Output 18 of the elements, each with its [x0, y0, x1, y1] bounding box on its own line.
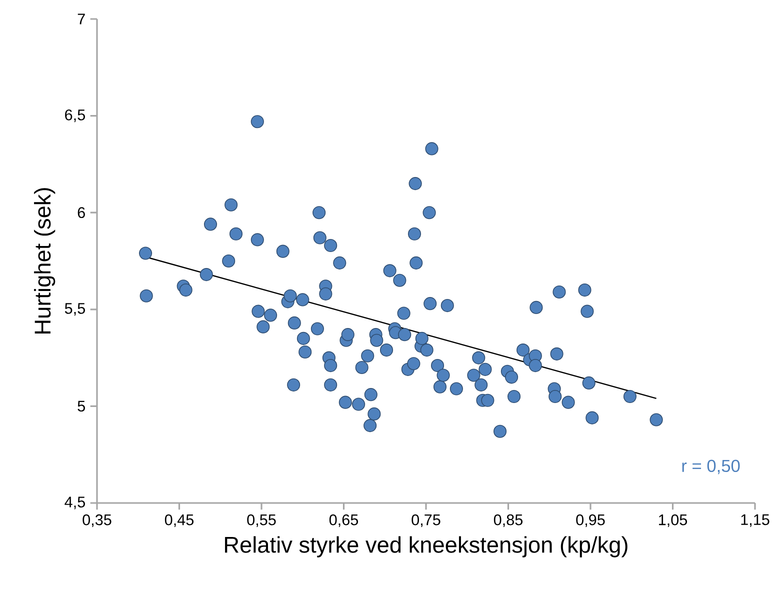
y-tick-label: 4,5 — [64, 496, 85, 510]
y-tick-label: 6,5 — [65, 109, 85, 122]
x-tick-label: 0,75 — [412, 514, 440, 528]
y-tick-label: 7 — [78, 14, 85, 24]
x-tick-label: 0,95 — [576, 514, 605, 528]
x-tick-label: 0,45 — [164, 514, 194, 528]
x-tick-label: 0,35 — [82, 514, 112, 528]
x-tick-label: 1,15 — [741, 514, 770, 527]
x-tick-label: 1,05 — [659, 514, 688, 528]
y-tick-label: 6 — [78, 207, 85, 218]
x-tick-label: 0,65 — [329, 514, 358, 528]
y-tick-label: 5,5 — [64, 303, 85, 316]
x-tick-label: 0,85 — [494, 514, 523, 528]
y-axis-title: Hurtighet (sek) — [34, 188, 56, 334]
x-tick-label: 0,55 — [247, 514, 276, 528]
y-tick-label: 5 — [78, 400, 85, 412]
x-axis-title: Relativ styrke ved kneekstensjon (kp/kg) — [225, 536, 628, 558]
annotation: r = 0,50 — [682, 460, 740, 474]
